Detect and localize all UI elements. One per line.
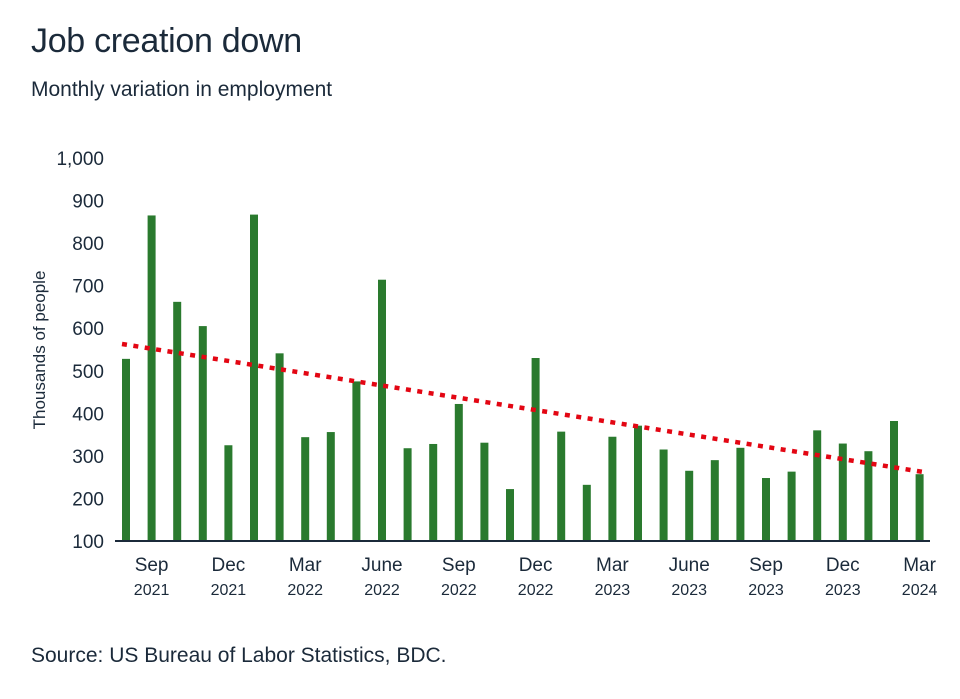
x-tick-year: 2022 [287, 582, 323, 599]
x-tick-month: Dec [212, 555, 246, 576]
x-tick-year: 2022 [364, 582, 400, 599]
bar [454, 403, 463, 541]
x-tick-year: 2021 [134, 582, 170, 599]
bars [122, 214, 924, 542]
bar [326, 432, 335, 541]
y-tick-label: 800 [72, 234, 104, 255]
bar [480, 442, 489, 541]
bar [582, 484, 591, 541]
x-tick-month: Sep [135, 555, 169, 576]
bar [250, 214, 258, 542]
y-tick-label: 300 [72, 447, 104, 468]
x-tick-month: Mar [903, 555, 936, 576]
x-axis-ticks: Sep 2021 Dec 2021 Mar 2022 June 2022 Sep 2022 Dec 2… [134, 555, 938, 599]
x-tick-month: Mar [289, 555, 322, 576]
bar [838, 443, 847, 541]
x-tick-month: June [669, 555, 710, 576]
y-axis-label: Thousands of people [30, 271, 49, 430]
y-tick-label: 900 [72, 192, 104, 213]
x-tick-month: Sep [749, 555, 783, 576]
y-axis-ticks: 1,000 900 800 700 600 500 400 300 200 100 [56, 149, 104, 553]
bar [685, 470, 694, 541]
bar [275, 353, 284, 541]
bar [301, 437, 310, 541]
x-tick-month: Sep [442, 555, 476, 576]
chart-subtitle: Monthly variation in employment [31, 78, 333, 101]
x-tick-month: June [361, 555, 402, 576]
bar [762, 478, 770, 541]
x-tick-year: 2023 [595, 582, 631, 599]
source-note: Source: US Bureau of Labor Statistics, B… [31, 644, 447, 667]
bar [608, 436, 617, 541]
bar [352, 381, 361, 541]
bar [122, 358, 130, 541]
y-tick-label: 600 [72, 319, 104, 340]
bar [378, 279, 386, 541]
x-tick-year: 2024 [902, 582, 938, 599]
bar [710, 460, 719, 541]
bar [634, 425, 642, 541]
bar [198, 326, 207, 541]
x-tick-year: 2022 [518, 582, 554, 599]
bar [506, 489, 514, 541]
x-tick-month: Dec [519, 555, 553, 576]
y-tick-label: 400 [72, 404, 104, 425]
x-tick-month: Dec [826, 555, 860, 576]
bar [173, 301, 182, 541]
x-tick-year: 2023 [671, 582, 707, 599]
bar [813, 430, 822, 541]
bar [403, 448, 412, 541]
bar-chart: 1,000 900 800 700 600 500 400 300 200 100 Sep 2021… [30, 149, 938, 599]
x-tick-month: Mar [596, 555, 629, 576]
bar [659, 449, 668, 541]
bar [557, 431, 566, 541]
y-tick-label: 500 [72, 362, 104, 383]
x-tick-year: 2023 [748, 582, 784, 599]
bar [736, 447, 745, 541]
y-tick-label: 1,000 [56, 149, 104, 170]
y-tick-label: 700 [72, 277, 104, 298]
trend-line [121, 341, 924, 475]
chart-title: Job creation down [31, 22, 302, 60]
bar [890, 420, 898, 541]
bar [531, 358, 540, 541]
bar [147, 215, 156, 541]
bar [864, 451, 873, 541]
bar [915, 474, 924, 541]
bar [429, 443, 438, 541]
x-tick-year: 2023 [825, 582, 861, 599]
x-tick-year: 2021 [211, 582, 247, 599]
y-tick-label: 100 [72, 532, 104, 553]
y-tick-label: 200 [72, 489, 104, 510]
bar [787, 471, 796, 541]
x-tick-year: 2022 [441, 582, 477, 599]
bar [224, 445, 233, 541]
